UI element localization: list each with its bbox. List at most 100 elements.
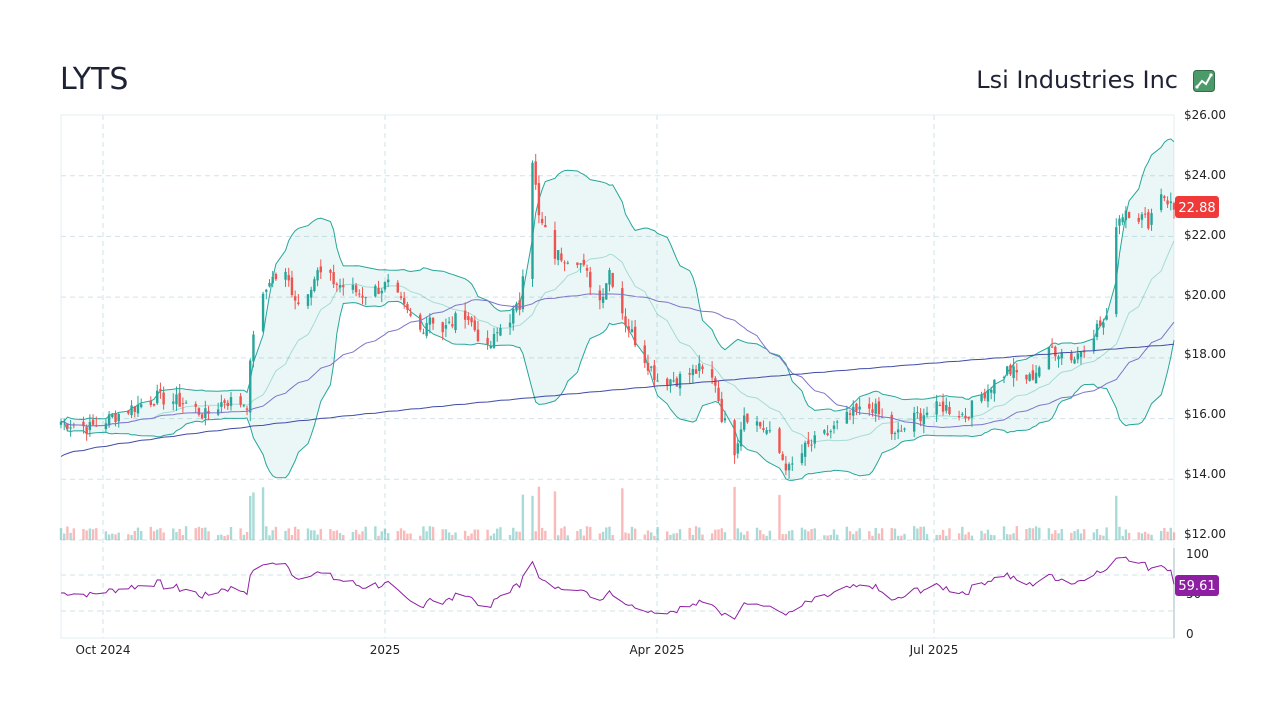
candle-body bbox=[935, 401, 938, 415]
volume-bar bbox=[463, 530, 467, 540]
volume-bar bbox=[476, 529, 480, 540]
volume-bar bbox=[646, 530, 650, 540]
volume-bar bbox=[666, 531, 669, 540]
volume-bar bbox=[489, 535, 493, 540]
volume-bar bbox=[582, 535, 586, 540]
volume-bar bbox=[409, 533, 412, 540]
candle-body bbox=[989, 389, 993, 393]
volume-bar bbox=[229, 526, 233, 540]
moving-averages bbox=[60, 293, 1175, 457]
candle-body bbox=[1070, 353, 1073, 361]
candle-body bbox=[354, 285, 358, 293]
candle-body bbox=[1169, 201, 1172, 204]
volume-bar bbox=[136, 527, 140, 540]
candle-body bbox=[297, 302, 300, 304]
candle-body bbox=[69, 427, 72, 429]
candle-body bbox=[803, 442, 807, 457]
candle-body bbox=[560, 253, 563, 261]
volume-bar bbox=[964, 534, 967, 540]
volume-bar bbox=[643, 534, 646, 540]
volume-bar bbox=[717, 529, 720, 540]
candle-body bbox=[579, 263, 582, 265]
volume-bar bbox=[633, 528, 637, 540]
volume-bar bbox=[1079, 533, 1083, 540]
candle-body bbox=[589, 271, 592, 288]
volume-bar bbox=[95, 528, 98, 540]
volume-bar bbox=[877, 533, 881, 540]
candle-body bbox=[178, 392, 181, 407]
candle-body bbox=[964, 415, 967, 419]
candle-body bbox=[678, 373, 682, 389]
volume-bar bbox=[589, 526, 592, 540]
candle-body bbox=[948, 406, 951, 415]
candle-body bbox=[409, 313, 412, 316]
candle-body bbox=[386, 279, 390, 283]
candle-body bbox=[508, 322, 512, 327]
volume-bar bbox=[364, 526, 367, 540]
candle-body bbox=[633, 326, 637, 346]
volume-bar bbox=[422, 526, 425, 540]
candle-body bbox=[274, 273, 278, 280]
candle-body bbox=[672, 380, 675, 382]
volume-bar bbox=[207, 531, 210, 540]
volume-bar bbox=[852, 534, 855, 540]
candle-body bbox=[172, 401, 175, 404]
volume-bar bbox=[1166, 531, 1169, 540]
price-tick: $20.00 bbox=[1184, 288, 1226, 302]
volume-bar bbox=[957, 533, 961, 540]
volume-bar bbox=[1121, 535, 1124, 540]
candle-body bbox=[656, 380, 659, 382]
candle-body bbox=[133, 406, 136, 412]
volume-bar bbox=[319, 528, 323, 540]
candle-body bbox=[534, 161, 537, 185]
candle-body bbox=[329, 269, 332, 273]
candle-body bbox=[338, 285, 342, 288]
candle-body bbox=[245, 408, 249, 410]
volume-bar bbox=[948, 528, 951, 540]
volume-bar bbox=[383, 528, 387, 540]
volume-bar bbox=[630, 526, 634, 540]
candle-body bbox=[1095, 323, 1099, 338]
candle-body bbox=[1034, 372, 1038, 384]
volume-bar bbox=[1006, 534, 1009, 540]
candle-body bbox=[1092, 338, 1096, 351]
volume-bar bbox=[425, 531, 428, 540]
candle-body bbox=[787, 464, 791, 471]
candle-body bbox=[1147, 212, 1150, 229]
volume-bar bbox=[361, 531, 364, 540]
volume-bar bbox=[111, 533, 114, 540]
candle-body bbox=[226, 402, 229, 407]
volume-bar bbox=[553, 491, 557, 540]
candle-body bbox=[470, 317, 473, 323]
candle-body bbox=[1038, 367, 1041, 377]
candle-body bbox=[967, 416, 970, 419]
candle-body bbox=[544, 224, 547, 228]
candle-body bbox=[59, 421, 63, 425]
volume-bar bbox=[742, 534, 746, 540]
candle-body bbox=[938, 405, 942, 407]
volume-bar bbox=[1159, 530, 1163, 540]
volume-bar bbox=[534, 531, 537, 540]
volume-bar bbox=[342, 535, 345, 540]
volume-bar bbox=[306, 528, 310, 540]
candle-body bbox=[836, 421, 839, 423]
volume-bar bbox=[441, 529, 444, 540]
candle-body bbox=[563, 262, 566, 264]
candle-body bbox=[810, 444, 813, 446]
volume-bar bbox=[69, 532, 72, 540]
volume-bar bbox=[896, 535, 900, 540]
volume-bar bbox=[1015, 526, 1019, 540]
candle-body bbox=[643, 345, 646, 363]
volume-bar bbox=[85, 530, 88, 540]
volume-bar bbox=[329, 529, 332, 540]
volume-bar bbox=[274, 526, 278, 540]
candle-body bbox=[627, 326, 630, 331]
candle-body bbox=[380, 290, 383, 294]
candle-body bbox=[361, 295, 364, 298]
candle-body bbox=[444, 325, 448, 329]
volume-bar bbox=[893, 528, 897, 540]
price-axis: $26.00 $24.00 $22.00 $20.00 $18.00 $16.0… bbox=[1184, 108, 1226, 541]
volume-bar bbox=[560, 528, 563, 540]
volume-bar bbox=[220, 534, 223, 540]
